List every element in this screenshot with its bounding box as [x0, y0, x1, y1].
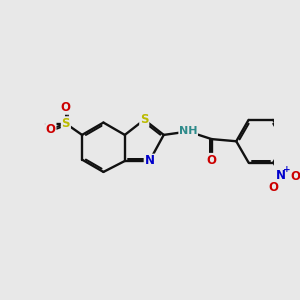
- Text: O: O: [46, 123, 56, 136]
- Text: O: O: [61, 101, 71, 114]
- Text: S: S: [61, 117, 70, 130]
- Text: S: S: [140, 113, 148, 126]
- Text: N: N: [276, 169, 286, 182]
- Text: N: N: [145, 154, 154, 167]
- Text: +: +: [283, 165, 291, 174]
- Text: NH: NH: [179, 127, 197, 136]
- Text: O: O: [268, 182, 278, 194]
- Text: O: O: [207, 154, 217, 166]
- Text: O: O: [290, 170, 300, 183]
